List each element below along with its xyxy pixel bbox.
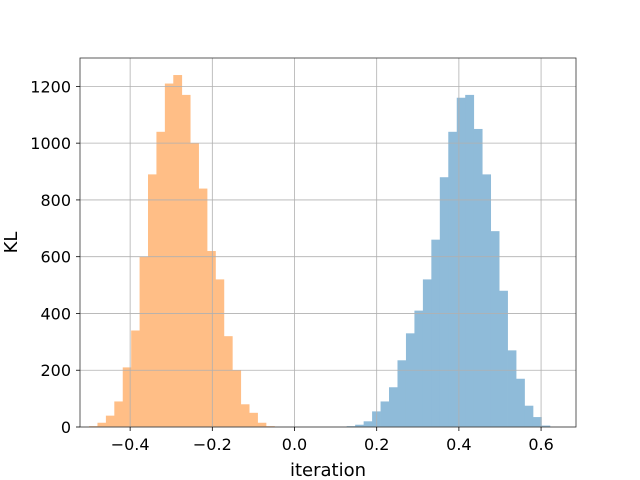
grid-layer xyxy=(80,58,576,428)
y-tick-label: 0 xyxy=(61,418,71,437)
x-tick-label: 0.4 xyxy=(446,435,471,454)
histogram-bar-series-2 xyxy=(456,97,466,428)
histogram-bar-series-2 xyxy=(439,177,449,427)
histogram-bar-series-2 xyxy=(541,425,551,427)
histogram-bar-series-1 xyxy=(198,188,208,427)
histogram-bar-series-1 xyxy=(249,412,258,427)
histogram-bar-series-2 xyxy=(397,360,407,427)
histogram-bar-series-2 xyxy=(431,239,441,427)
histogram-bar-series-1 xyxy=(122,367,132,427)
histogram-bar-series-1 xyxy=(139,256,149,427)
y-tick-label: 1200 xyxy=(30,77,71,96)
histogram-bar-series-1 xyxy=(265,426,275,427)
histogram-bar-series-2 xyxy=(363,421,373,427)
histogram-bar-series-2 xyxy=(524,405,534,427)
histogram-bar-series-2 xyxy=(499,290,508,427)
histogram-bar-series-2 xyxy=(405,333,415,427)
bars-layer xyxy=(89,75,551,428)
x-axis-label: iteration xyxy=(290,460,366,480)
histogram-bar-series-2 xyxy=(473,128,483,427)
histogram-bar-series-2 xyxy=(532,417,542,427)
histogram-bar-series-1 xyxy=(156,131,166,428)
histogram-bar-series-1 xyxy=(173,75,183,427)
x-tick-label: 0.2 xyxy=(364,435,389,454)
histogram-bar-series-1 xyxy=(190,143,199,427)
x-tick-label: −0.4 xyxy=(111,435,150,454)
histogram-bar-series-2 xyxy=(448,131,458,428)
histogram-bar-series-1 xyxy=(206,251,216,427)
histogram-bar-series-2 xyxy=(490,231,500,427)
histogram-bar-series-2 xyxy=(380,401,390,427)
y-tick-label: 400 xyxy=(40,304,71,323)
x-tick-label: 0.0 xyxy=(282,435,307,454)
histogram-bar-series-2 xyxy=(507,350,517,427)
x-tick-label: 0.6 xyxy=(528,435,553,454)
histogram-bar-series-1 xyxy=(131,330,140,427)
ticks-layer: −0.4 −0.2 0.0 0.2 0.4 0.6 0 200 400 600 800 1000 120… xyxy=(30,77,554,454)
histogram-bar-series-1 xyxy=(181,94,191,428)
histogram-bar-series-2 xyxy=(422,279,432,427)
histogram-bar-series-2 xyxy=(346,426,356,427)
y-tick-label: 200 xyxy=(40,361,71,380)
plot-frame xyxy=(79,57,577,428)
histogram-bar-series-1 xyxy=(257,422,267,427)
histogram-bar-series-1 xyxy=(215,279,225,427)
histogram-bar-series-1 xyxy=(164,83,174,428)
histogram-bar-series-1 xyxy=(97,422,107,427)
y-tick-label: 1000 xyxy=(30,134,71,153)
y-tick-label: 800 xyxy=(40,191,71,210)
histogram-bar-series-2 xyxy=(482,174,492,427)
y-tick-label: 600 xyxy=(40,248,71,267)
histogram-bar-series-1 xyxy=(114,401,124,427)
histogram-bar-series-2 xyxy=(355,424,365,427)
histogram-bar-series-2 xyxy=(516,378,525,427)
histogram-bar-series-2 xyxy=(414,310,424,427)
histogram-bar-series-1 xyxy=(105,415,115,427)
histogram-bar-series-1 xyxy=(89,426,98,427)
x-tick-label: −0.2 xyxy=(193,435,232,454)
histogram-bar-series-1 xyxy=(223,336,233,427)
histogram-bar-series-2 xyxy=(465,94,475,428)
histogram-bar-series-1 xyxy=(148,174,157,427)
histogram-bar-series-1 xyxy=(232,370,242,427)
histogram-bar-series-2 xyxy=(389,387,398,427)
y-axis-label: KL xyxy=(1,232,22,254)
histogram-bar-series-1 xyxy=(240,404,250,427)
